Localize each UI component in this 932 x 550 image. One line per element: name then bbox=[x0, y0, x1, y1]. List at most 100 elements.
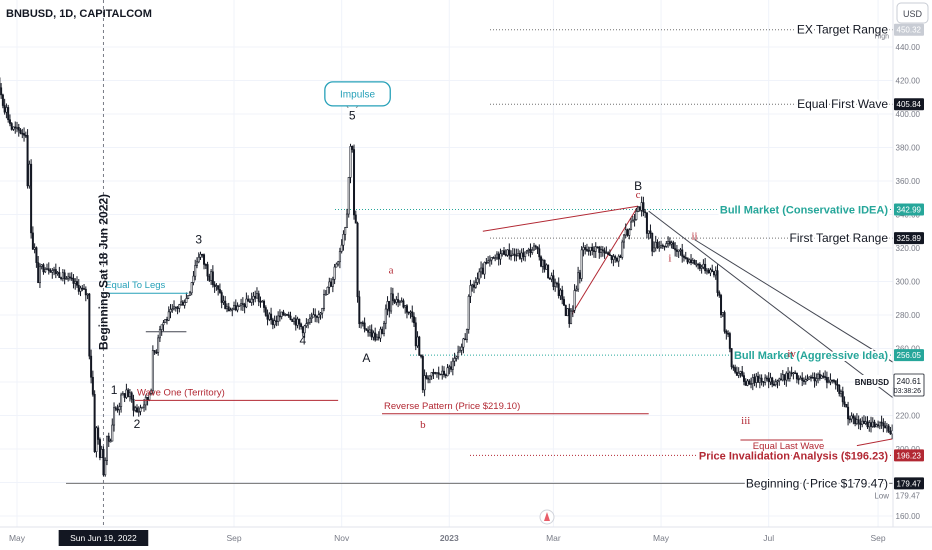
candle-body bbox=[164, 319, 167, 324]
price-series bbox=[0, 77, 893, 477]
candle-body bbox=[67, 276, 70, 279]
candle-body bbox=[222, 300, 225, 303]
symbol-tag: BNBUSD bbox=[855, 378, 889, 387]
candle-body bbox=[681, 249, 684, 257]
candle-body bbox=[887, 425, 890, 432]
candle-body bbox=[252, 295, 255, 300]
y-tick-label: 260.00 bbox=[896, 345, 921, 354]
candle-body bbox=[711, 269, 714, 272]
candle-body bbox=[333, 266, 336, 280]
candle-body bbox=[107, 435, 110, 442]
candle-body bbox=[264, 307, 267, 316]
candle-body bbox=[868, 422, 871, 428]
candle-body bbox=[818, 373, 821, 379]
candle-body bbox=[105, 435, 108, 461]
crosshair-date-label: Sun Jun 19, 2022 bbox=[70, 533, 137, 543]
candle-body bbox=[550, 275, 553, 280]
flag-icon[interactable] bbox=[539, 509, 555, 525]
candle-body bbox=[432, 372, 435, 374]
candle-body bbox=[268, 313, 271, 320]
candle-body bbox=[820, 375, 823, 379]
candle-body bbox=[21, 132, 24, 135]
candle-body bbox=[379, 328, 382, 339]
candle-body bbox=[213, 284, 216, 287]
candle-body bbox=[413, 316, 416, 324]
candle-body bbox=[638, 206, 641, 211]
candle-body bbox=[589, 246, 592, 252]
candle-body bbox=[148, 393, 151, 401]
candle-body bbox=[557, 283, 560, 296]
candle-body bbox=[0, 87, 3, 96]
trendlines bbox=[145, 205, 932, 447]
candle-body bbox=[307, 322, 310, 324]
candle-body bbox=[612, 256, 615, 260]
candle-body bbox=[848, 418, 851, 421]
candle-body bbox=[762, 381, 765, 383]
candle-body bbox=[702, 263, 705, 268]
candle-body bbox=[665, 243, 668, 247]
trendline[interactable] bbox=[856, 419, 932, 447]
y-tick-label: 300.00 bbox=[896, 278, 921, 287]
candle-body bbox=[428, 375, 431, 380]
bubble-frame[interactable] bbox=[324, 81, 391, 107]
trendline[interactable] bbox=[648, 210, 932, 446]
candle-body bbox=[705, 269, 708, 272]
candle-body bbox=[656, 241, 659, 248]
trendline[interactable] bbox=[568, 205, 639, 319]
candle-body bbox=[220, 292, 223, 303]
candle-body bbox=[647, 230, 650, 234]
candle-body bbox=[464, 338, 467, 341]
candle-body bbox=[580, 249, 583, 279]
candle-body bbox=[707, 269, 710, 274]
candle-body bbox=[847, 406, 850, 420]
candle-body bbox=[162, 322, 165, 326]
currency-selector[interactable]: USD bbox=[896, 2, 929, 24]
candle-body bbox=[838, 384, 841, 394]
candle-body bbox=[31, 232, 34, 250]
candle-body bbox=[181, 301, 184, 306]
wave-label-a: A bbox=[362, 351, 370, 365]
candle-body bbox=[293, 318, 296, 322]
candle-body bbox=[386, 301, 389, 310]
price-axis[interactable]: 160.00180.00200.00220.00240.00260.00280.… bbox=[855, 0, 932, 550]
candle-body bbox=[529, 249, 532, 253]
candle-body bbox=[125, 389, 128, 398]
candle-body bbox=[19, 129, 22, 134]
symbol-title: BNBUSD, 1D, CAPITALCOM bbox=[6, 8, 152, 20]
candle-body bbox=[201, 253, 204, 256]
candle-body bbox=[58, 272, 61, 278]
candle-body bbox=[146, 396, 149, 401]
candle-body bbox=[17, 127, 20, 131]
candle-body bbox=[28, 163, 31, 187]
candle-body bbox=[697, 263, 700, 266]
candle-body bbox=[797, 378, 800, 381]
candle-body bbox=[497, 253, 500, 260]
candle-body bbox=[127, 389, 130, 397]
candle-body bbox=[245, 298, 248, 308]
trendline[interactable] bbox=[694, 239, 932, 424]
candle-body bbox=[398, 301, 401, 303]
candle-body bbox=[778, 378, 781, 382]
candle-body bbox=[757, 375, 760, 383]
trendline[interactable] bbox=[482, 205, 639, 232]
candle-body bbox=[792, 372, 795, 375]
candle-body bbox=[780, 378, 783, 381]
annotation-equal-last-wave: Equal Last Wave bbox=[753, 441, 824, 452]
candle-body bbox=[372, 332, 375, 338]
candle-body bbox=[224, 300, 227, 309]
candle-body bbox=[822, 375, 825, 378]
candle-body bbox=[843, 401, 846, 405]
candle-body bbox=[538, 248, 541, 258]
current-price-label: 240.61 bbox=[897, 377, 922, 386]
time-axis[interactable]: May Sun Jun 19, 2022 Sep Nov 2023 Mar May Jul Se… bbox=[0, 526, 932, 550]
candle-body bbox=[310, 316, 313, 319]
candle-body bbox=[614, 256, 617, 259]
candle-body bbox=[718, 292, 721, 296]
candle-body bbox=[56, 272, 59, 274]
candle-body bbox=[72, 278, 75, 284]
candle-body bbox=[584, 247, 587, 250]
candle-body bbox=[882, 422, 885, 427]
symbol-tag-bg bbox=[858, 374, 893, 387]
candle-body bbox=[26, 135, 29, 187]
